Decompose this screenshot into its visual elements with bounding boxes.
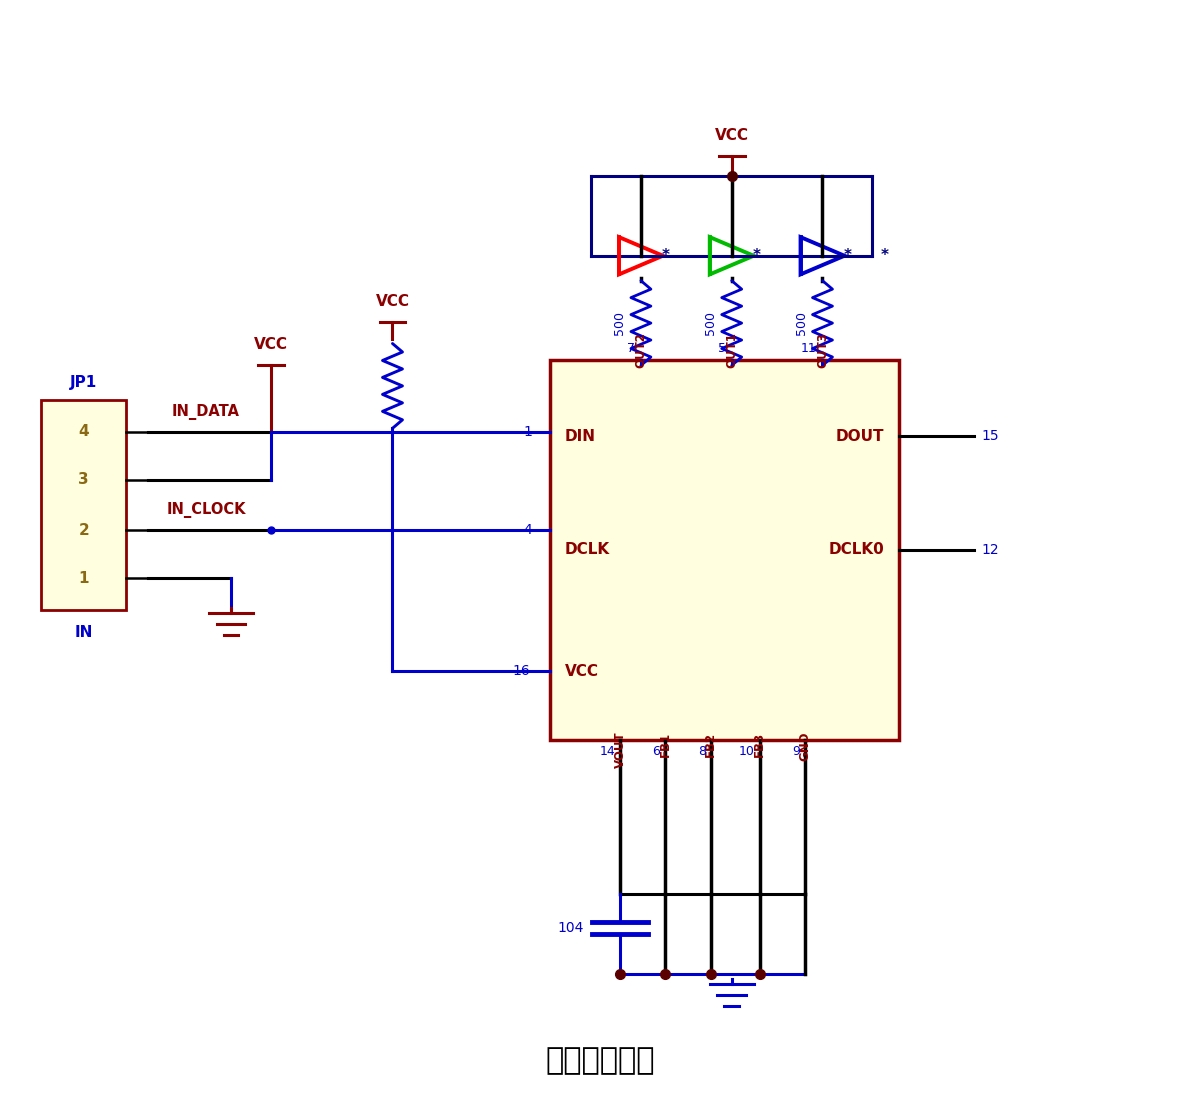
Text: *: * bbox=[662, 249, 670, 263]
Text: OUT1: OUT1 bbox=[725, 332, 739, 368]
Text: IN: IN bbox=[74, 625, 92, 640]
Text: 3: 3 bbox=[78, 473, 89, 487]
Text: 500: 500 bbox=[795, 310, 807, 334]
Text: VCC: VCC bbox=[715, 128, 748, 143]
Text: 104: 104 bbox=[557, 921, 584, 935]
Text: FB3: FB3 bbox=[753, 732, 766, 757]
Text: IN_DATA: IN_DATA bbox=[172, 404, 240, 420]
Text: 4: 4 bbox=[78, 425, 89, 439]
Text: FB2: FB2 bbox=[704, 732, 717, 757]
Text: *: * bbox=[880, 249, 889, 263]
Text: JP1: JP1 bbox=[70, 375, 97, 390]
Text: DOUT: DOUT bbox=[836, 429, 884, 443]
Text: VCC: VCC bbox=[376, 294, 410, 309]
Text: 5: 5 bbox=[718, 342, 725, 355]
Bar bbox=[550, 361, 900, 739]
Text: 1: 1 bbox=[78, 571, 89, 586]
Text: OUT3: OUT3 bbox=[815, 332, 829, 368]
Text: VCC: VCC bbox=[566, 663, 599, 679]
Text: FB1: FB1 bbox=[659, 732, 671, 757]
Text: DCLK: DCLK bbox=[566, 542, 610, 558]
Text: 2: 2 bbox=[78, 522, 89, 538]
Text: *: * bbox=[753, 249, 760, 263]
Text: OUT2: OUT2 bbox=[634, 332, 647, 368]
Text: 10: 10 bbox=[739, 745, 754, 758]
Text: IN_CLOCK: IN_CLOCK bbox=[166, 503, 246, 518]
Bar bbox=[41, 400, 126, 609]
Text: 7: 7 bbox=[627, 342, 635, 355]
Text: GND: GND bbox=[799, 732, 812, 761]
Text: 16: 16 bbox=[513, 664, 530, 679]
Text: 9: 9 bbox=[793, 745, 800, 758]
Text: 500: 500 bbox=[704, 310, 717, 334]
Text: DCLK0: DCLK0 bbox=[829, 542, 884, 558]
Text: 11: 11 bbox=[801, 342, 817, 355]
Text: 12: 12 bbox=[981, 543, 999, 557]
Text: 硬件设计框图: 硬件设计框图 bbox=[545, 1046, 655, 1075]
Text: *: * bbox=[843, 249, 852, 263]
Text: VOUT: VOUT bbox=[614, 732, 627, 768]
Text: 8: 8 bbox=[698, 745, 706, 758]
Text: DIN: DIN bbox=[566, 429, 596, 443]
Text: 6: 6 bbox=[652, 745, 661, 758]
Text: 4: 4 bbox=[524, 524, 532, 537]
Text: VCC: VCC bbox=[253, 337, 288, 352]
Text: 15: 15 bbox=[981, 429, 999, 443]
Text: 1: 1 bbox=[524, 425, 532, 439]
Text: 500: 500 bbox=[613, 310, 626, 334]
Text: 14: 14 bbox=[599, 745, 615, 758]
